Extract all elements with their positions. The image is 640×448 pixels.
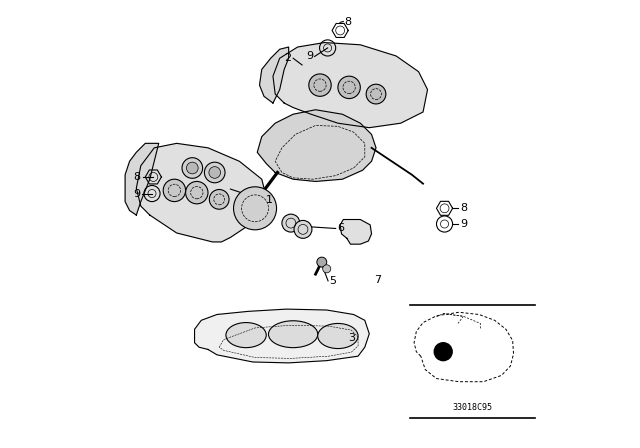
Text: 1: 1 — [266, 195, 273, 205]
Circle shape — [163, 179, 186, 202]
Text: 2: 2 — [284, 53, 291, 63]
Circle shape — [182, 158, 203, 178]
Text: 9: 9 — [132, 189, 140, 198]
Ellipse shape — [226, 323, 266, 348]
Text: 9: 9 — [306, 52, 314, 61]
Polygon shape — [136, 143, 266, 242]
Text: 8: 8 — [134, 172, 141, 182]
Text: 8: 8 — [345, 17, 352, 26]
Circle shape — [186, 162, 198, 174]
Polygon shape — [260, 47, 289, 103]
Circle shape — [366, 84, 386, 104]
Polygon shape — [340, 220, 371, 244]
Text: 6: 6 — [337, 224, 344, 233]
Ellipse shape — [269, 321, 317, 348]
Circle shape — [294, 220, 312, 238]
Text: 4: 4 — [209, 163, 216, 173]
Ellipse shape — [317, 323, 358, 349]
Circle shape — [282, 214, 300, 232]
Circle shape — [209, 190, 229, 209]
Circle shape — [317, 257, 327, 267]
Circle shape — [309, 74, 332, 96]
Circle shape — [435, 343, 452, 361]
Circle shape — [323, 265, 331, 273]
Text: 33018C95: 33018C95 — [452, 403, 492, 412]
Polygon shape — [125, 143, 159, 215]
Polygon shape — [273, 43, 428, 128]
Text: 5: 5 — [330, 276, 337, 286]
Text: 9: 9 — [460, 219, 467, 229]
Text: 3: 3 — [348, 333, 355, 343]
Text: 8: 8 — [460, 203, 467, 213]
Circle shape — [186, 181, 208, 204]
Text: 7: 7 — [374, 275, 381, 285]
Circle shape — [338, 76, 360, 99]
Polygon shape — [257, 110, 376, 181]
Circle shape — [209, 167, 221, 178]
Polygon shape — [195, 309, 369, 363]
Circle shape — [234, 187, 276, 230]
Circle shape — [204, 162, 225, 183]
